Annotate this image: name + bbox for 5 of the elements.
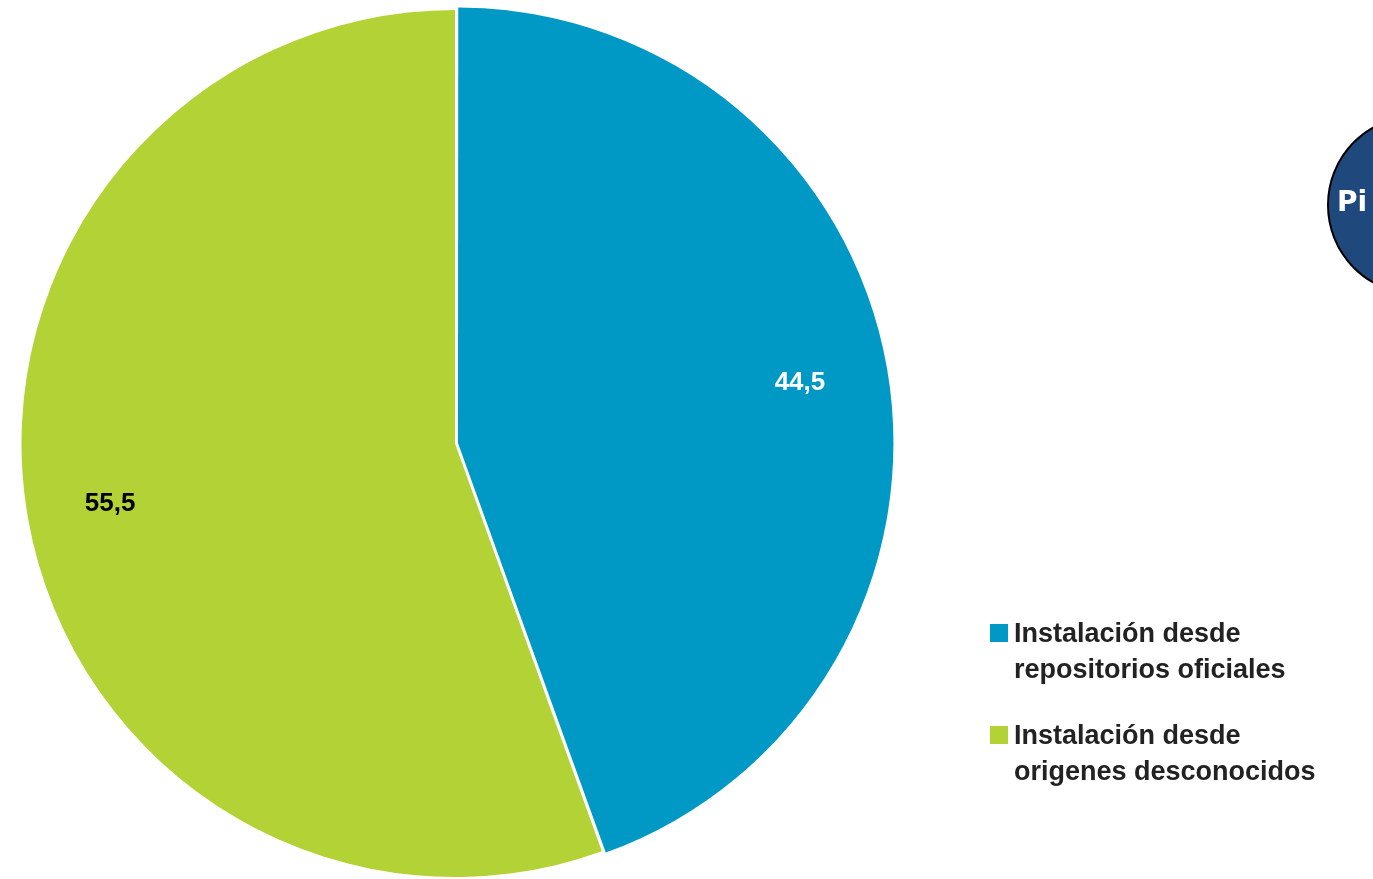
legend-label: Instalación desde repositorios oficiales [1014, 617, 1287, 686]
data-label: 55,5 [84, 486, 136, 517]
data-label: 44,5 [774, 366, 826, 397]
text: Pi [1337, 185, 1368, 218]
legend-label: Instalación desde origenes desconocidos [1014, 719, 1317, 788]
